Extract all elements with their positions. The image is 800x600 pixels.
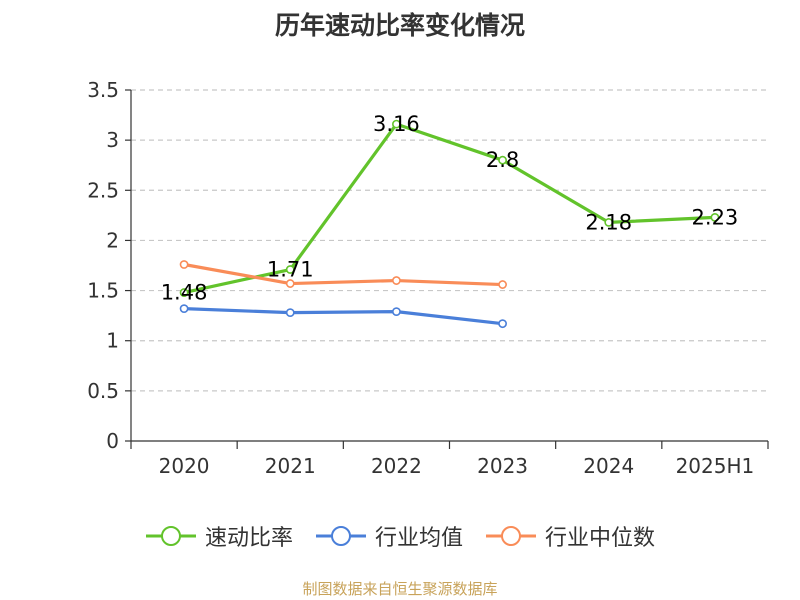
y-tick-label: 0.5 xyxy=(87,379,119,403)
y-tick-label: 2 xyxy=(106,228,119,252)
grid-lines xyxy=(131,89,768,392)
legend: 速动比率 行业均值 行业中位数 xyxy=(0,518,800,554)
y-tick-label: 2.5 xyxy=(87,178,119,202)
x-tick-label: 2021 xyxy=(265,454,316,478)
legend-item[interactable]: 行业均值 xyxy=(315,520,463,552)
y-tick-label: 3 xyxy=(106,128,119,152)
data-point xyxy=(179,288,189,297)
series-line-2 xyxy=(182,262,505,287)
data-label: 2.18 xyxy=(585,210,632,234)
data-point xyxy=(498,280,507,289)
legend-item[interactable]: 行业中位数 xyxy=(485,520,655,552)
legend-label: 行业均值 xyxy=(374,526,463,551)
data-point xyxy=(710,212,720,222)
series-line-1 xyxy=(182,307,505,326)
y-tick-label: 3.5 xyxy=(87,78,119,102)
data-label: 1.48 xyxy=(161,281,208,305)
legend-swatch-icon xyxy=(145,526,196,546)
legend-label: 速动比率 xyxy=(204,526,293,551)
data-point xyxy=(179,304,189,314)
y-tick-label: 1.5 xyxy=(87,279,119,303)
data-point xyxy=(498,155,507,165)
data-point xyxy=(179,260,189,269)
x-tick-label: 2024 xyxy=(583,454,634,478)
series-line-0 xyxy=(182,122,717,295)
data-label: 1.71 xyxy=(267,258,314,282)
x-tick-label: 2025H1 xyxy=(676,454,755,478)
x-tick-label: 2022 xyxy=(371,454,422,478)
source-note: 制图数据来自恒生聚源数据库 xyxy=(302,580,498,598)
data-point xyxy=(392,307,401,317)
x-tick-label: 2020 xyxy=(159,454,210,478)
data-point xyxy=(498,319,507,329)
legend-label: 行业中位数 xyxy=(545,526,656,551)
legend-item[interactable]: 速动比率 xyxy=(145,520,293,552)
data-point xyxy=(285,265,295,274)
y-tick-label: 0 xyxy=(106,429,119,453)
x-tick-label: 2023 xyxy=(477,454,528,478)
data-label: 2.8 xyxy=(486,148,519,172)
legend-swatch-icon xyxy=(486,526,536,546)
data-label: 3.16 xyxy=(373,112,420,136)
data-label: 2.23 xyxy=(692,205,739,229)
axes: 0 0.5 1 1.5 2 2.5 3 3.5 2020 2021 2022 2023 2024 2025… xyxy=(87,78,769,478)
legend-swatch-icon xyxy=(315,526,366,546)
data-point xyxy=(285,308,295,318)
data-point xyxy=(392,119,401,129)
data-point xyxy=(285,279,295,288)
data-point xyxy=(392,276,401,285)
series-lines xyxy=(179,119,720,329)
y-tick-label: 1 xyxy=(106,329,119,353)
chart-title: 历年速动比率变化情况 xyxy=(274,11,525,40)
data-labels: 1.48 1.71 3.16 2.8 2.18 2.23 xyxy=(161,112,739,304)
data-point xyxy=(604,217,614,227)
